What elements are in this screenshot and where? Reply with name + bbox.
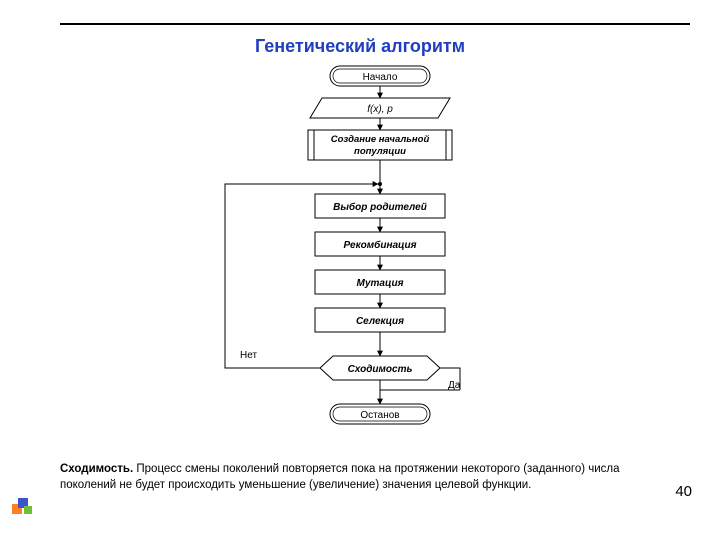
label-recomb: Рекомбинация [343, 239, 416, 251]
caption-body: Процесс смены поколений повторяется пока… [60, 463, 620, 491]
node-input: f(x), p [310, 98, 450, 118]
node-init: Создание начальной популяции [308, 130, 452, 160]
label-input: f(x), p [367, 104, 393, 115]
node-stop: Останов [330, 404, 430, 424]
caption: Сходимость. Процесс смены поколений повт… [60, 462, 640, 493]
svg-text:Создание начальной: Создание начальной [331, 134, 430, 145]
label-select: Селекция [356, 316, 404, 327]
label-start: Начало [363, 72, 398, 83]
label-conv: Сходимость [348, 364, 413, 375]
node-recomb: Рекомбинация [315, 232, 445, 256]
node-start: Начало [330, 66, 430, 86]
node-mutate: Мутация [315, 270, 445, 294]
node-convergence: Сходимость [320, 356, 440, 380]
corner-decoration-icon [12, 496, 34, 518]
page-number: 40 [675, 483, 692, 500]
label-parents: Выбор родителей [333, 201, 427, 213]
svg-text:популяции: популяции [354, 146, 406, 157]
label-yes: Да [448, 380, 461, 391]
top-rule [60, 23, 690, 25]
flowchart: Начало f(x), p Создание начальной популя… [0, 64, 720, 464]
label-no: Нет [240, 350, 257, 361]
caption-lead: Сходимость. [60, 463, 133, 475]
node-parents: Выбор родителей [315, 194, 445, 218]
label-mutate: Мутация [357, 278, 404, 289]
label-stop: Останов [360, 410, 399, 421]
page-title: Генетический алгоритм [0, 36, 720, 57]
node-select: Селекция [315, 308, 445, 332]
